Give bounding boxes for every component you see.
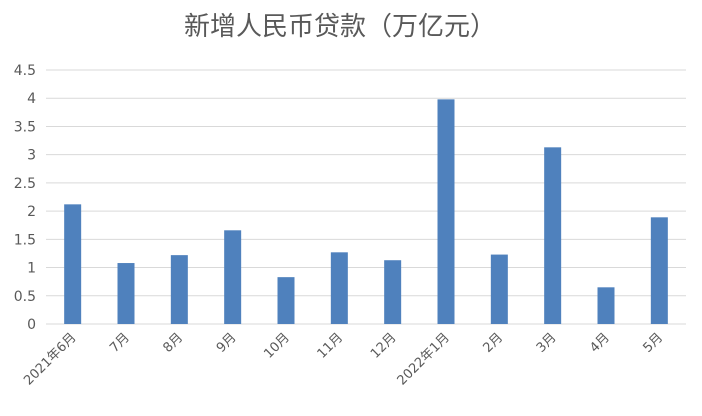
bar [437, 99, 455, 325]
x-tick-label: 8月 [161, 330, 187, 356]
x-tick-label: 12月 [368, 330, 399, 361]
bar [277, 277, 295, 324]
x-tick-label: 11月 [315, 330, 346, 361]
x-tick-label: 10月 [261, 330, 292, 361]
y-tick-label: 4.5 [14, 63, 36, 79]
y-tick-label: 0 [27, 317, 36, 333]
chart-title: 新增人民币贷款（万亿元） [184, 12, 496, 42]
y-tick-label: 2.5 [14, 176, 36, 192]
x-tick-label: 9月 [214, 330, 240, 356]
bar [224, 230, 242, 324]
bar [384, 260, 402, 324]
bar [170, 255, 188, 324]
y-axis-ticks: 0 0.5 1 1.5 2 2.5 3 3.5 4 4.5 [14, 63, 36, 333]
x-tick-label: 4月 [587, 330, 613, 356]
x-tick-label: 2021年6月 [21, 330, 79, 388]
y-tick-label: 4 [27, 91, 36, 107]
y-tick-label: 1 [27, 261, 36, 277]
bar [330, 252, 348, 324]
bar [650, 217, 668, 324]
x-tick-label: 2月 [481, 330, 507, 356]
y-tick-label: 2 [27, 204, 36, 220]
bar [544, 147, 562, 324]
bar [597, 287, 615, 324]
bars [64, 99, 668, 325]
bar [64, 204, 82, 324]
x-tick-label: 7月 [107, 330, 133, 356]
y-tick-label: 1.5 [14, 232, 36, 248]
y-tick-label: 3.5 [14, 119, 36, 135]
x-tick-label: 2022年1月 [395, 330, 453, 388]
x-tick-label: 5月 [641, 330, 667, 356]
y-tick-label: 3 [27, 148, 36, 164]
x-tick-label: 3月 [534, 330, 560, 356]
bar [490, 254, 508, 324]
gridlines [46, 69, 686, 325]
y-tick-label: 0.5 [14, 289, 36, 305]
bar [117, 263, 135, 324]
